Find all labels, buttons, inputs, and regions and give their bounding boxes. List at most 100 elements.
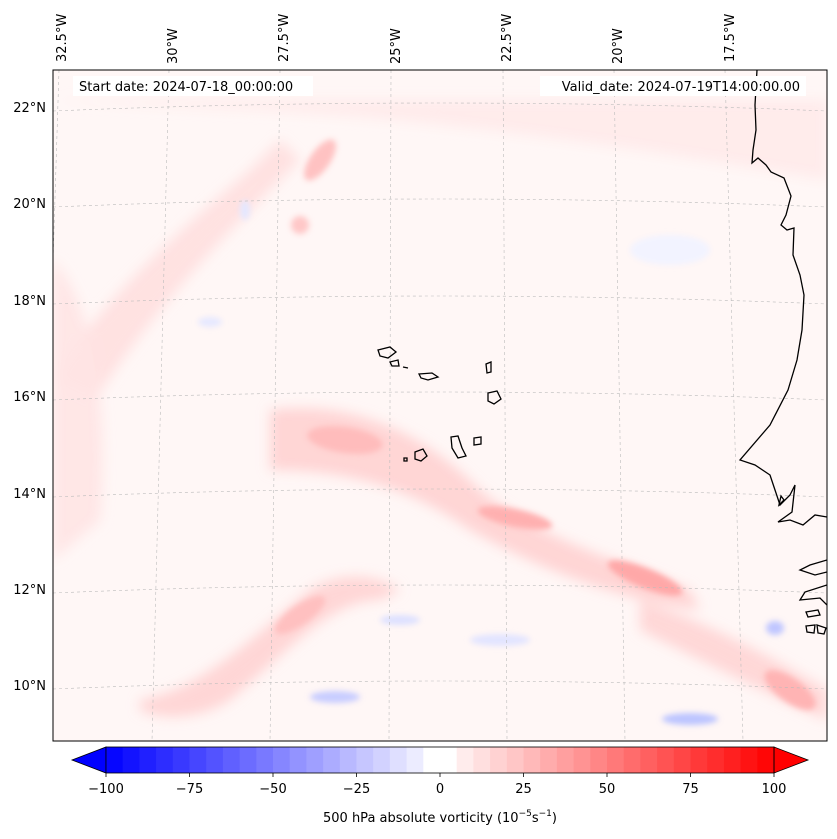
island-brava <box>403 457 408 462</box>
lat-label-16n: 16°N <box>13 390 46 405</box>
meridian-17-5w <box>724 70 744 741</box>
lat-label-18n: 18°N <box>13 294 46 309</box>
graticule <box>53 70 827 741</box>
colorbar-step <box>573 747 591 773</box>
colorbar-step <box>323 747 341 773</box>
colorbar-step <box>540 747 558 773</box>
bijagos-island-2 <box>805 624 816 634</box>
colorbar-label-exponent-2: −1 <box>539 809 552 819</box>
parallel-22n <box>53 102 827 112</box>
colorbar-step <box>172 747 190 773</box>
colorbar-step <box>356 747 374 773</box>
colorbar-tick-label: −75 <box>176 782 203 797</box>
vorticity-field <box>53 70 827 741</box>
meridian-22-5w <box>502 70 508 741</box>
colorbar-step <box>440 747 458 773</box>
map-frame <box>52 69 828 742</box>
lon-label-17-5w: 17.5°W <box>723 14 738 62</box>
lon-label-20w: 20°W <box>611 28 626 64</box>
colorbar-step <box>657 747 675 773</box>
longitude-labels: 32.5°W 30°W 27.5°W 25°W 22.5°W 20°W 17.5… <box>55 14 738 64</box>
colorbar-step <box>740 747 758 773</box>
colorbar-steps <box>106 747 775 773</box>
parallel-16n <box>53 391 827 401</box>
colorbar-tick-label: 0 <box>436 782 444 797</box>
africa-coastline <box>738 70 827 526</box>
colorbar-tick-label: 100 <box>762 782 787 797</box>
parallel-14n <box>53 488 827 498</box>
vorticity-core-3 <box>607 560 683 596</box>
negative-vorticity-6 <box>198 317 222 327</box>
colorbar-step <box>707 747 725 773</box>
vorticity-core-2 <box>477 506 553 530</box>
bijagos-island-1 <box>805 609 821 618</box>
valid-date-box <box>540 76 806 96</box>
island-sal <box>485 361 492 374</box>
colorbar-step <box>640 747 658 773</box>
colorbar-step <box>306 747 324 773</box>
island-maio <box>473 436 482 446</box>
colorbar-step <box>156 747 174 773</box>
vorticity-band-north <box>53 100 827 180</box>
negative-vorticity-5 <box>470 634 530 646</box>
colorbar-ticks: −100 −75 −50 −25 0 25 50 75 100 <box>88 773 786 797</box>
colorbar: −100 −75 −50 −25 0 25 50 75 100 500 hPa absolute… <box>70 746 810 826</box>
island-santiago <box>450 435 467 459</box>
colorbar-step <box>273 747 291 773</box>
meridian-27-5w <box>269 70 281 741</box>
vorticity-band-west <box>53 260 103 560</box>
start-date-label: Start date: 2024-07-18_00:00:00 <box>79 80 293 95</box>
negative-vorticity-8 <box>630 235 710 265</box>
negative-vorticity-4 <box>380 615 420 625</box>
colorbar-step <box>206 747 224 773</box>
lon-label-25w: 25°W <box>389 28 404 64</box>
vorticity-band-northwest <box>53 140 300 400</box>
gambia-estuary <box>798 559 827 576</box>
island-sao-nicolau <box>417 372 440 381</box>
colorbar-step <box>189 747 207 773</box>
island-sao-vicente <box>389 359 400 367</box>
lon-label-22-5w: 22.5°W <box>500 14 515 62</box>
colorbar-step <box>239 747 257 773</box>
colorbar-extend-low <box>70 746 107 774</box>
colorbar-step <box>139 747 157 773</box>
colorbar-step <box>490 747 508 773</box>
start-date-box <box>73 76 313 96</box>
guinea-bissau-coast <box>798 584 827 606</box>
colorbar-step <box>406 747 424 773</box>
colorbar-label: 500 hPa absolute vorticity (10−5s−1) <box>323 809 557 826</box>
island-santa-luzia <box>402 366 409 369</box>
meridian-30w <box>151 70 170 741</box>
lat-label-14n: 14°N <box>13 487 46 502</box>
colorbar-step <box>690 747 708 773</box>
colorbar-tick-label: 25 <box>515 782 532 797</box>
colorbar-step <box>122 747 140 773</box>
lat-label-22n: 22°N <box>13 101 46 116</box>
vorticity-core-7 <box>274 595 326 635</box>
colorbar-step <box>673 747 691 773</box>
colorbar-step <box>556 747 575 773</box>
colorbar-label-prefix: 500 hPa absolute vorticity (10 <box>323 811 519 826</box>
colorbar-tick-label: 75 <box>682 782 699 797</box>
vorticity-core-4 <box>764 670 816 710</box>
negative-vorticity-7 <box>240 200 250 220</box>
meridian-25w <box>388 70 392 741</box>
colorbar-step <box>106 747 124 773</box>
vorticity-core-6 <box>291 216 309 234</box>
colorbar-tick-label: 50 <box>599 782 616 797</box>
colorbar-step <box>339 747 357 773</box>
vorticity-core-5 <box>303 139 337 181</box>
parallel-12n <box>53 584 827 594</box>
colorbar-step <box>456 747 474 773</box>
coastlines <box>377 70 827 635</box>
lon-label-27-5w: 27.5°W <box>277 14 292 62</box>
lat-label-10n: 10°N <box>13 679 46 694</box>
colorbar-step <box>757 747 775 773</box>
island-boa-vista <box>487 390 502 405</box>
parallel-20n <box>53 198 827 208</box>
bijagos-island-3 <box>816 624 827 635</box>
lon-label-32-5w: 32.5°W <box>55 14 70 62</box>
colorbar-extend-high <box>773 746 810 774</box>
colorbar-label-mid: s <box>532 811 539 826</box>
